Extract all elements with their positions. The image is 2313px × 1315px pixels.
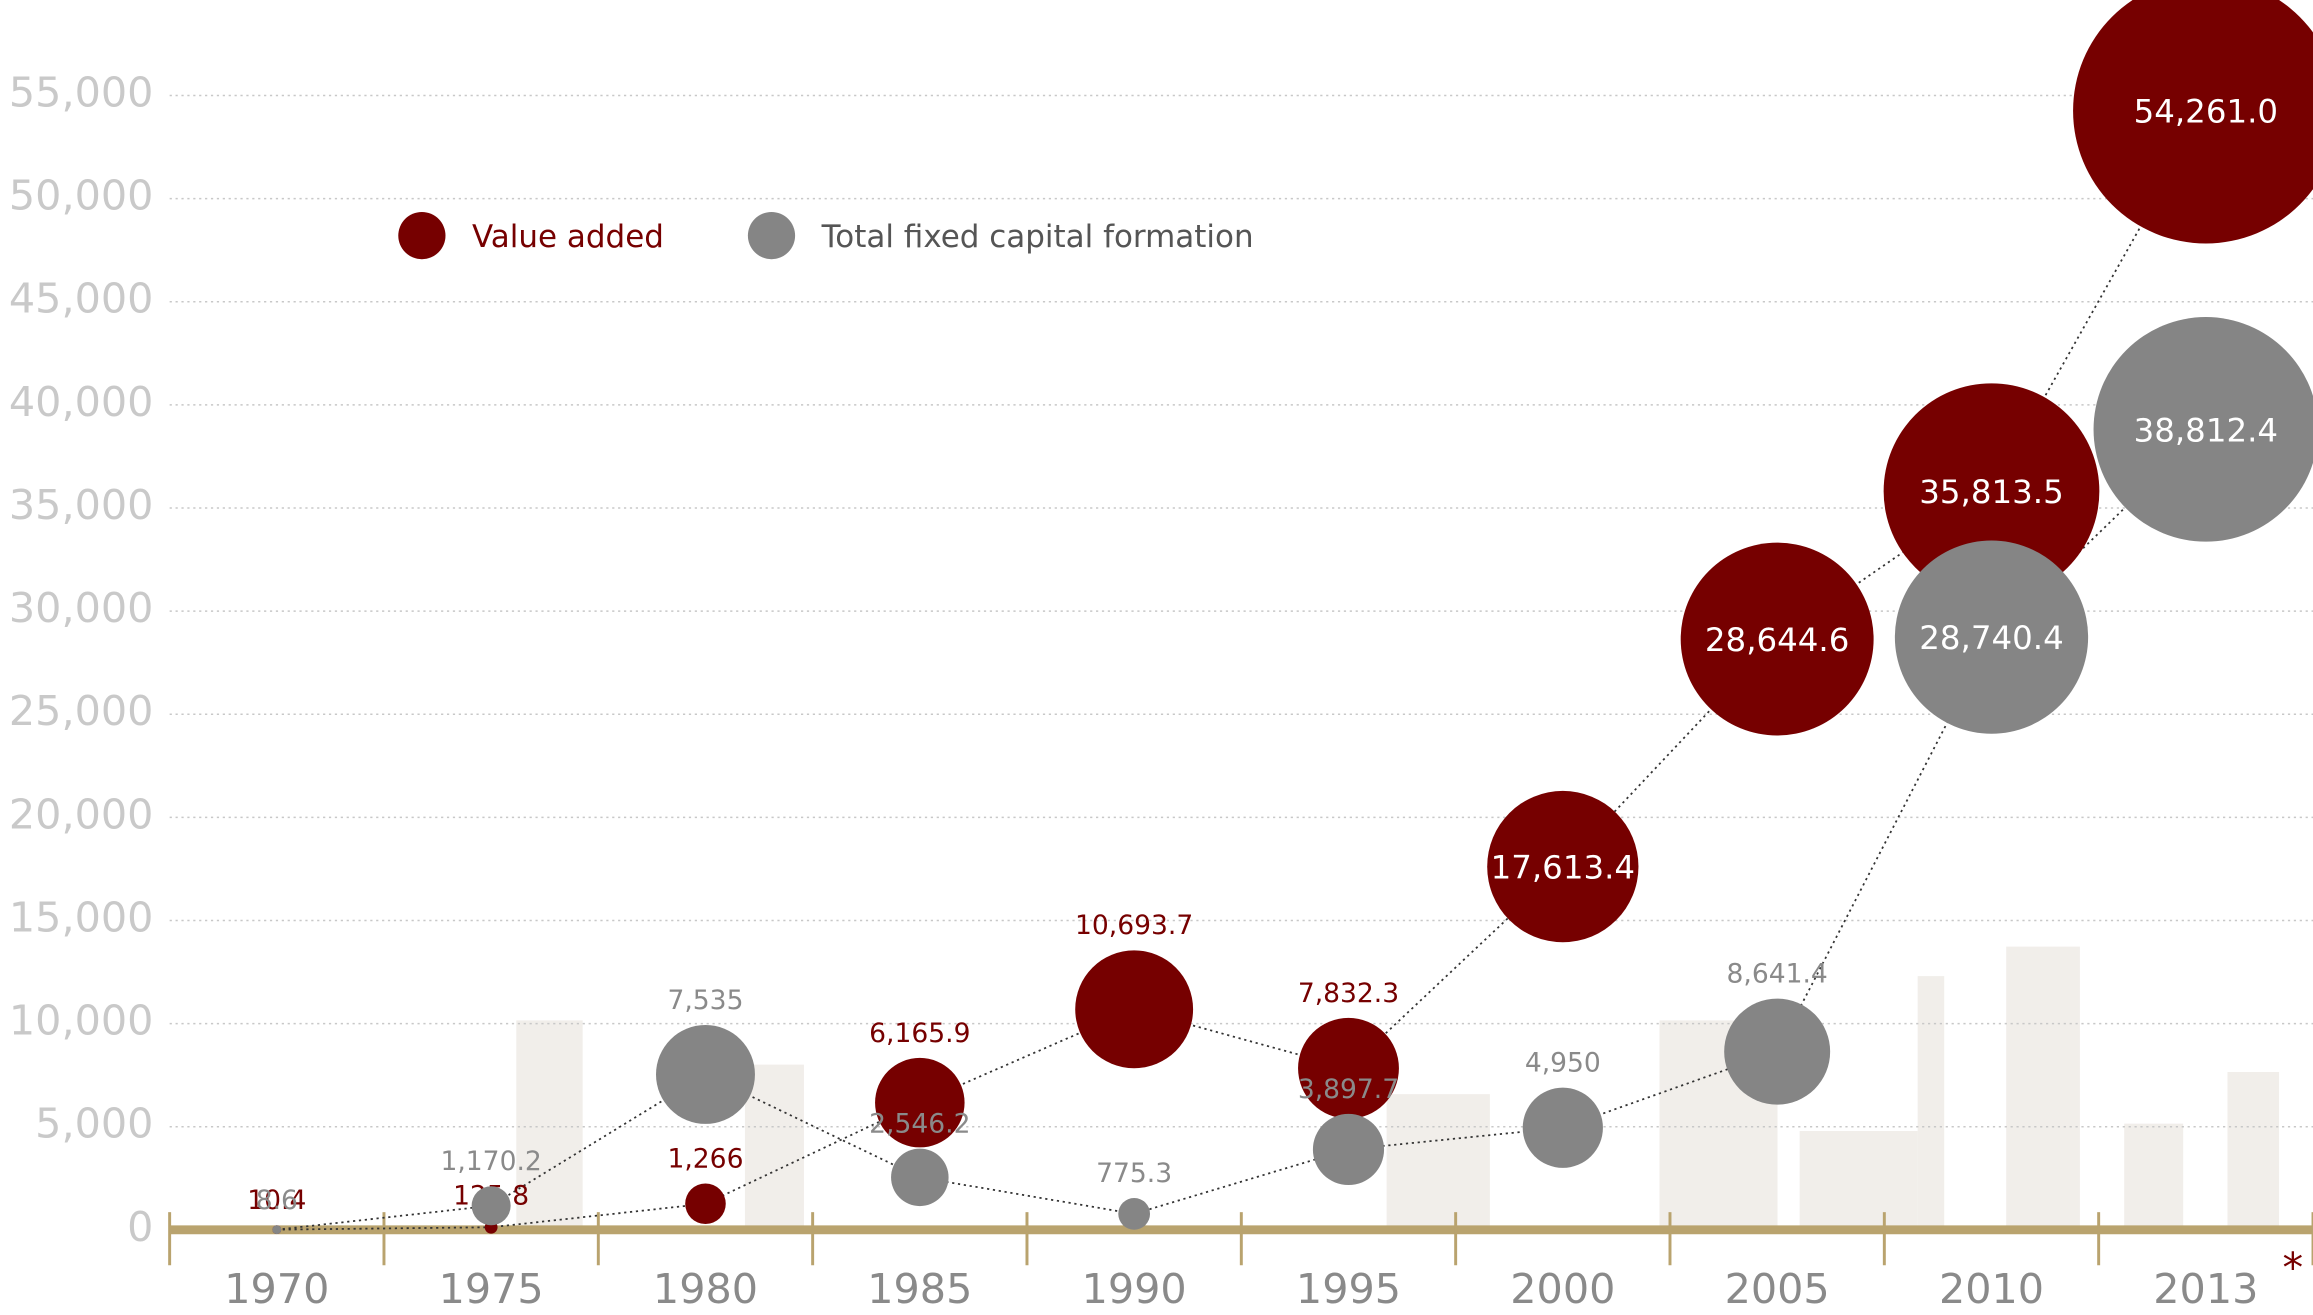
bubble: [656, 1025, 755, 1124]
data-label: 35,813.5: [1919, 473, 2063, 511]
x-tick-label: 1980: [653, 1265, 758, 1313]
y-tick-label: 25,000: [9, 687, 154, 735]
x-tick-label: 1985: [867, 1265, 972, 1313]
y-tick-label: 40,000: [9, 378, 154, 426]
data-label: 17,613.4: [1491, 849, 1635, 887]
x-tick-label: 1995: [1296, 1265, 1401, 1313]
bubble: [685, 1183, 726, 1224]
y-tick-label: 55,000: [9, 68, 154, 116]
legend-swatch: [398, 212, 445, 259]
x-tick-label: 1970: [224, 1265, 329, 1313]
y-tick-label: 15,000: [9, 893, 154, 941]
data-label: 3,897.7: [1298, 1074, 1399, 1105]
bubble: [272, 1225, 281, 1234]
bubble: [1724, 999, 1830, 1105]
data-label: 38,812.4: [2134, 411, 2278, 449]
x-tick-label: 2010: [1939, 1265, 2044, 1313]
y-tick-label: 5,000: [35, 1100, 153, 1148]
bubble: [891, 1149, 949, 1207]
y-tick-label: 35,000: [9, 481, 154, 529]
data-label: 6,165.9: [869, 1018, 970, 1049]
x-tick-label: 1990: [1082, 1265, 1187, 1313]
y-tick-label: 45,000: [9, 275, 154, 323]
data-label: 4,950: [1525, 1048, 1601, 1079]
x-tick-label: 2005: [1725, 1265, 1830, 1313]
x-tick-label: 2000: [1510, 1265, 1615, 1313]
bubble: [1075, 950, 1193, 1068]
x-note: *: [2283, 1244, 2304, 1292]
data-label: 54,261.0: [2134, 93, 2278, 131]
data-label: 2,546.2: [869, 1108, 970, 1139]
page: Value added Total fixed capital formatio…: [0, 0, 2313, 1315]
y-tick-label: 50,000: [9, 172, 154, 220]
legend-label: Total fixed capital formation: [821, 219, 1254, 255]
data-label: 10,693.7: [1075, 910, 1193, 941]
y-tick-label: 0: [127, 1203, 153, 1251]
data-label: 28,644.6: [1705, 621, 1849, 659]
legend: Value added Total fixed capital formatio…: [398, 212, 1253, 259]
bubble: [1523, 1088, 1603, 1168]
x-tick-label: 1975: [439, 1265, 544, 1313]
data-label: 8,641.4: [1726, 959, 1827, 990]
chart: Value added Total fixed capital formatio…: [0, 0, 2313, 1315]
y-tick-label: 20,000: [9, 790, 154, 838]
data-label: 7,832.3: [1298, 978, 1399, 1009]
bubble: [1118, 1198, 1150, 1230]
data-label: 8.6: [256, 1185, 298, 1216]
y-tick-label: 10,000: [9, 997, 154, 1045]
bubble: [472, 1186, 511, 1225]
x-tick-label: 2013: [2153, 1265, 2258, 1313]
data-label: 1,170.2: [440, 1146, 541, 1177]
y-tick-label: 30,000: [9, 584, 154, 632]
legend-swatch: [748, 212, 795, 259]
data-label: 28,740.4: [1919, 619, 2063, 657]
bubble: [1313, 1114, 1384, 1185]
data-label: 7,535: [667, 985, 743, 1016]
legend-label: Value added: [472, 219, 664, 255]
data-label: 775.3: [1096, 1158, 1172, 1189]
data-label: 1,266: [667, 1143, 743, 1174]
